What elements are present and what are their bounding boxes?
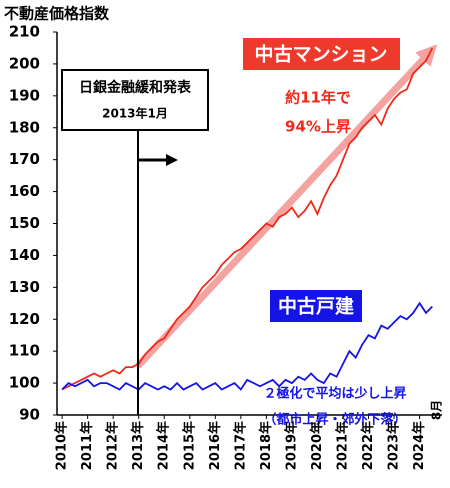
x-tick-label: 2011年 [79,421,95,470]
condo-label: 中古マンション [254,43,387,66]
series-line [61,301,433,391]
y-tick-label: 90 [19,406,40,424]
y-tick-label: 100 [9,374,40,392]
y-tick-label: 160 [9,182,40,200]
y-tick-label: 200 [9,54,40,72]
x-tick-label: 2022年 [360,421,376,470]
x-tick-label: 2018年 [258,421,274,470]
last-month-note: 8月 [430,400,444,420]
house-label-box [270,290,362,322]
x-tick-label: 2020年 [309,421,325,470]
x-tick-label: 2010年 [54,421,70,470]
y-tick-label: 150 [9,214,40,232]
condo-label-box [243,38,400,70]
y-tick-label: 120 [9,310,40,328]
house-label: 中古戸建 [278,295,354,318]
condo-note: 94%上昇 [285,118,351,136]
event-label: 日銀金融緩和発表 [79,79,192,96]
y-tick-label: 140 [9,246,40,264]
trend-arrow [135,44,438,369]
house-note: （都市上昇・郊外下落） [263,412,406,428]
y-tick-label: 110 [9,342,40,360]
x-tick-label: 2024年 [411,421,427,470]
y-tick-label: 180 [9,118,40,136]
x-tick-label: 2017年 [232,421,248,470]
x-tick-label: 2013年 [130,421,146,470]
y-tick-label: 170 [9,150,40,168]
y-tick-label: 190 [9,86,40,104]
condo-note: 約11年で [285,89,351,107]
event-date: 2013年1月 [102,106,168,121]
x-tick-label: 2012年 [105,421,121,470]
x-tick-label: 2014年 [156,421,172,470]
x-tick-label: 2021年 [334,421,350,470]
x-tick-label: 2023年 [386,421,402,470]
x-tick-label: 2019年 [283,421,299,470]
chart-title: 不動産価格指数 [4,5,110,23]
x-tick-label: 2016年 [207,421,223,470]
y-tick-label: 130 [9,278,40,296]
x-tick-label: 2015年 [181,421,197,470]
series-line [61,47,434,391]
y-tick-label: 210 [9,23,40,41]
house-note: ２極化で平均は少し上昇 [263,386,406,402]
event-box [61,69,209,131]
